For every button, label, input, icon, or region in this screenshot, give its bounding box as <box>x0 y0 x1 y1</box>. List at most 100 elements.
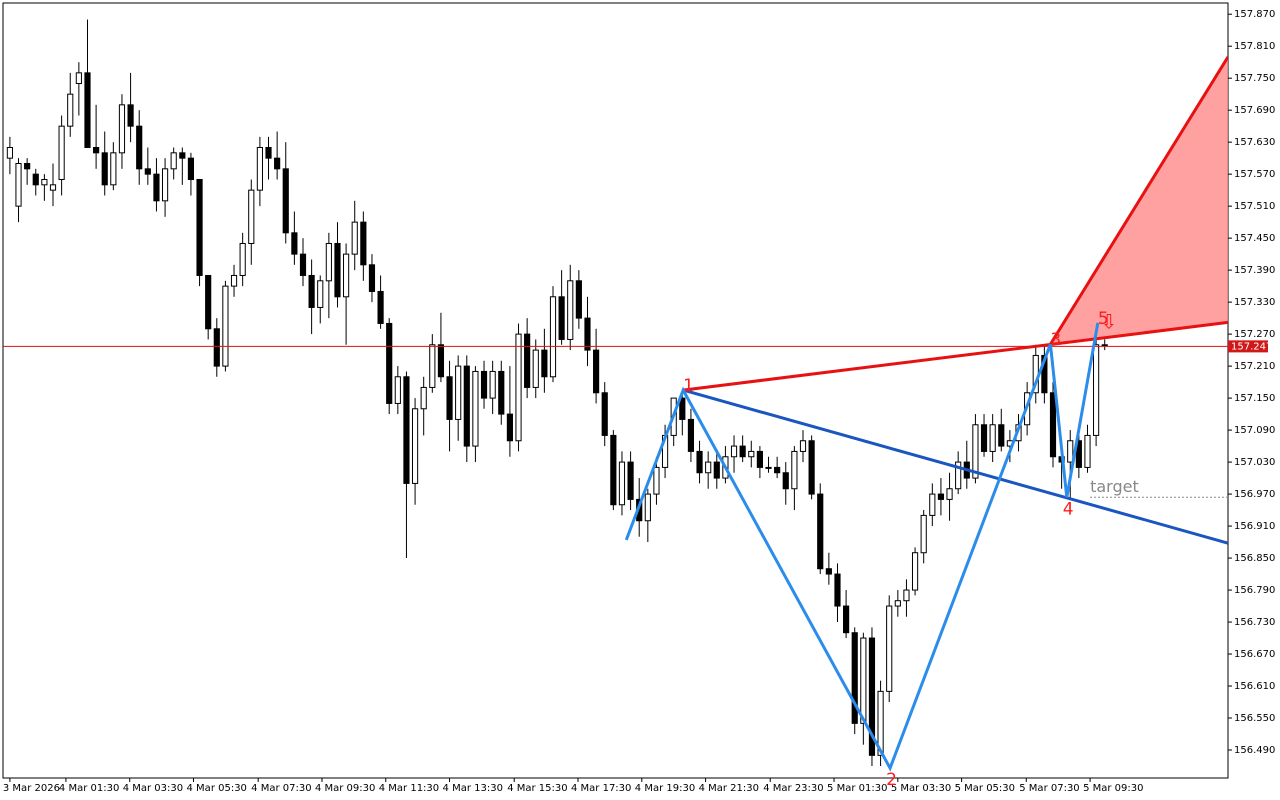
lower-trend-line <box>682 388 1228 545</box>
candle-body <box>593 349 600 394</box>
y-tick-label: 156.730 <box>1234 617 1275 628</box>
candle-body <box>58 125 65 180</box>
candle-body <box>601 392 608 436</box>
candle-body <box>1067 440 1074 463</box>
candle-body <box>377 290 384 324</box>
y-tick-label: 157.750 <box>1234 73 1275 84</box>
candle-body <box>144 168 151 175</box>
zigzag-line <box>624 322 1100 772</box>
candle-body <box>894 600 901 607</box>
candle-body <box>739 445 746 458</box>
candle-body <box>1093 344 1100 436</box>
candle-body <box>575 280 582 319</box>
candle-body <box>929 493 936 516</box>
candle-body <box>239 242 246 276</box>
candle-body <box>532 349 539 388</box>
candle-body <box>774 466 781 474</box>
zone-edge <box>1049 56 1228 346</box>
candle-body <box>75 72 82 85</box>
plot-area <box>3 19 1228 772</box>
y-tick-label: 156.850 <box>1234 553 1275 564</box>
y-tick-label: 157.330 <box>1234 297 1275 308</box>
candle-body <box>687 418 695 452</box>
x-tick-label: 4 Mar 01:30 <box>59 783 119 794</box>
candle-body <box>920 514 927 554</box>
candle-body <box>549 296 557 378</box>
candle-body <box>161 168 169 202</box>
y-tick-label: 156.550 <box>1234 713 1275 724</box>
candle-body <box>834 573 841 607</box>
candle-body <box>256 146 263 191</box>
signal-arrow: ⇩ <box>1101 310 1118 334</box>
candle-body <box>15 162 22 207</box>
candle-body <box>101 152 108 186</box>
candle-body <box>93 146 100 154</box>
candle-body <box>153 173 160 202</box>
candle-body <box>1049 392 1057 458</box>
candle-body <box>472 370 479 447</box>
x-tick-label: 4 Mar 17:30 <box>571 783 631 794</box>
candle-body <box>429 344 436 388</box>
candle-body <box>127 104 134 127</box>
candle-body <box>455 365 462 420</box>
x-tick-label: 4 Mar 13:30 <box>443 783 503 794</box>
candle-body <box>334 242 341 298</box>
candle-body <box>32 173 39 186</box>
candle-body <box>506 413 513 442</box>
candle-body <box>351 221 358 255</box>
candle-body <box>765 466 772 469</box>
candle-body <box>170 152 177 170</box>
candle-body <box>515 333 522 442</box>
candle-body <box>411 408 419 484</box>
candle-body <box>843 605 850 634</box>
candle-body <box>84 72 91 148</box>
candle-body <box>825 568 832 575</box>
y-tick-label: 157.210 <box>1234 361 1275 372</box>
candle-body <box>1084 434 1091 468</box>
candle-body <box>6 146 13 159</box>
candle-body <box>558 296 565 340</box>
candle-body <box>980 424 988 452</box>
x-tick-label: 4 Mar 19:30 <box>635 783 695 794</box>
candle-body <box>394 376 401 404</box>
candle-body <box>817 493 824 570</box>
candle-body <box>524 333 531 388</box>
candle-body <box>230 274 238 287</box>
candle-body <box>696 450 703 474</box>
candle-body <box>248 189 255 244</box>
candle-body <box>955 461 962 490</box>
candle-body <box>291 232 298 255</box>
candle-body <box>317 280 324 308</box>
candle-body <box>644 493 651 522</box>
candle-body <box>791 450 798 490</box>
y-tick-label: 157.090 <box>1234 425 1275 436</box>
candle-body <box>489 370 496 399</box>
point-label: 5 <box>1098 309 1109 329</box>
candle-body <box>437 344 445 378</box>
candle-body <box>567 280 574 340</box>
y-tick-label: 157.270 <box>1234 329 1275 340</box>
candle-body <box>196 178 203 276</box>
x-tick-label: 4 Mar 05:30 <box>187 783 247 794</box>
x-tick-label: 4 Mar 23:30 <box>763 783 823 794</box>
candle-body <box>118 104 126 154</box>
point-label: 2 <box>886 770 897 790</box>
candle-body <box>705 461 712 474</box>
candle-body <box>222 285 229 367</box>
candle-body <box>748 450 755 458</box>
candle-body <box>343 253 350 298</box>
candle-body <box>498 370 505 415</box>
candle-body <box>903 589 910 602</box>
x-tick-label: 5 Mar 07:30 <box>1019 783 1079 794</box>
candle-body <box>299 253 307 276</box>
candle-body <box>618 461 626 506</box>
y-tick-label: 157.390 <box>1234 265 1275 276</box>
candle-body <box>937 493 945 500</box>
candle-body <box>41 178 48 186</box>
candle-body <box>179 152 186 159</box>
candle-body <box>851 632 858 724</box>
y-tick-label: 157.030 <box>1234 457 1275 468</box>
candle-body <box>886 605 893 692</box>
candle-body <box>584 317 591 351</box>
